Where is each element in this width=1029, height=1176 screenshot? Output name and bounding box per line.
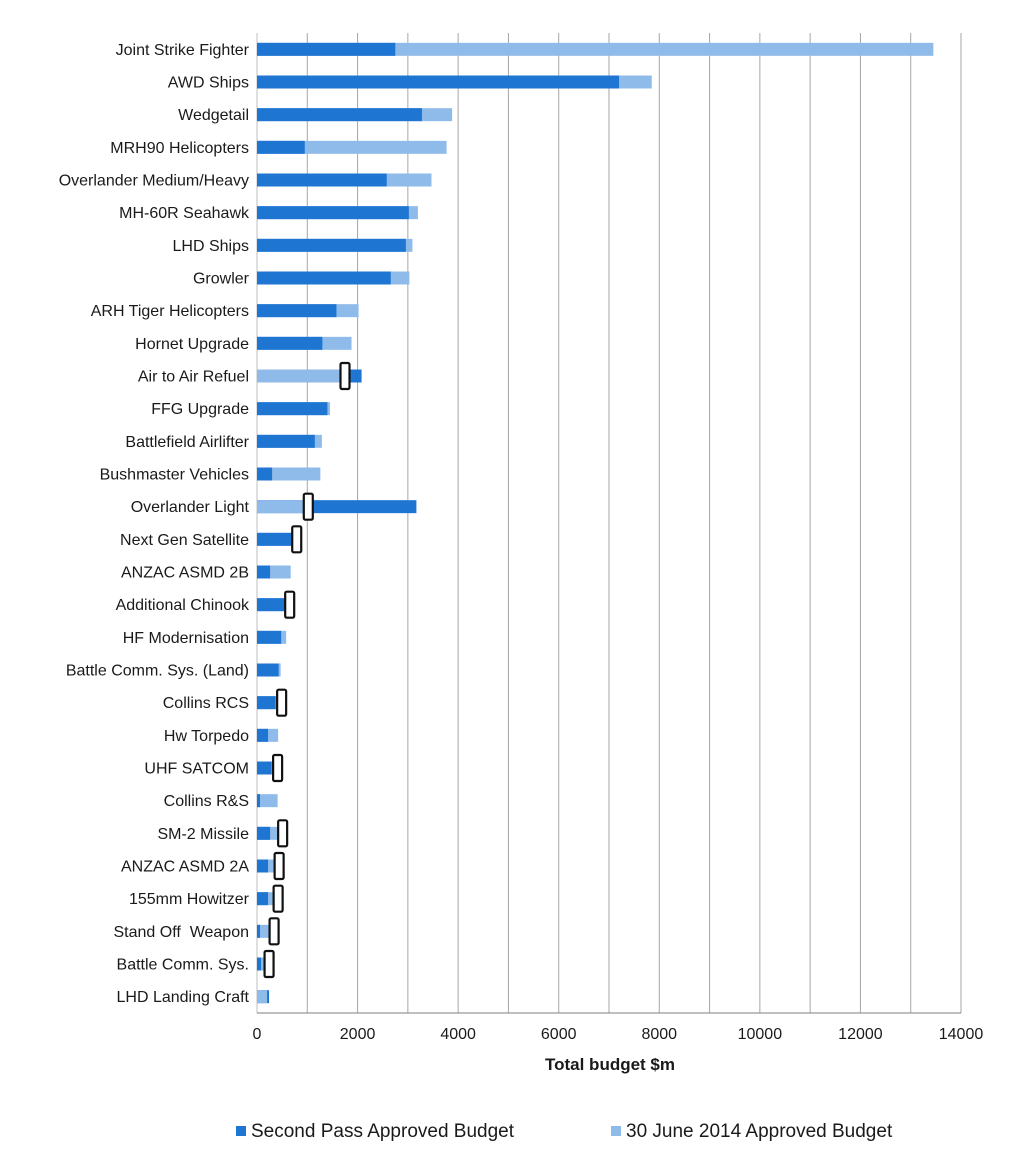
marker-collins-rcs xyxy=(276,688,288,717)
budget-markers xyxy=(263,361,351,979)
bar-second-pass-anzac-asmd-2a xyxy=(257,859,269,873)
category-label-next-gen-satellite: Next Gen Satellite xyxy=(120,532,249,549)
category-label-lhd-ships: LHD Ships xyxy=(173,238,249,255)
bar-june-2014-overlander-light xyxy=(257,500,309,514)
legend: Second Pass Approved Budget 30 June 2014… xyxy=(236,1121,893,1142)
category-label-anzac-asmd-2a: ANZAC ASMD 2A xyxy=(121,859,249,876)
bar-second-pass-bushmaster-vehicles xyxy=(257,467,273,481)
category-label-sm-2-missile: SM-2 Missile xyxy=(157,826,249,843)
marker-air-to-air-refuel xyxy=(339,361,351,391)
bar-second-pass-battlefield-airlifter xyxy=(257,434,315,448)
bar-second-pass-155mm-howitzer xyxy=(257,892,269,906)
legend-swatch-second-pass xyxy=(236,1126,246,1136)
x-tick-label-14000: 14000 xyxy=(939,1026,984,1043)
category-label-growler: Growler xyxy=(193,271,250,288)
bar-second-pass-hw-torpedo xyxy=(257,728,269,742)
x-tick-label-4000: 4000 xyxy=(440,1026,476,1043)
category-label-stand-off-weapon: Stand Off Weapon xyxy=(114,924,250,941)
bar-second-pass-growler xyxy=(257,271,391,285)
bar-second-pass-mrh90-helicopters xyxy=(257,140,305,154)
x-tick-label-12000: 12000 xyxy=(838,1026,883,1043)
category-label-additional-chinook: Additional Chinook xyxy=(116,597,250,614)
category-labels: Joint Strike Fighter AWD Ships Wedgetail MR… xyxy=(59,42,250,1006)
category-label-hw-torpedo: Hw Torpedo xyxy=(164,728,249,745)
category-label-arh-tiger-helicopters: ARH Tiger Helicopters xyxy=(91,303,249,320)
bar-second-pass-hf-modernisation xyxy=(257,630,282,644)
category-label-battle-comm-sys: Battle Comm. Sys. xyxy=(117,957,249,974)
category-label-mrh90-helicopters: MRH90 Helicopters xyxy=(110,140,249,157)
bar-june-2014-lhd-landing-craft xyxy=(257,990,268,1004)
category-label-155mm-howitzer: 155mm Howitzer xyxy=(129,891,250,908)
bar-june-2014-bushmaster-vehicles xyxy=(257,467,321,481)
bar-second-pass-sm-2-missile xyxy=(257,826,271,840)
category-label-joint-strike-fighter: Joint Strike Fighter xyxy=(116,42,250,59)
category-label-overlander-light: Overlander Light xyxy=(131,499,250,516)
marker-stand-off-weapon xyxy=(268,917,280,946)
category-label-awd-ships: AWD Ships xyxy=(168,75,249,92)
marker-next-gen-satellite xyxy=(291,525,303,554)
bar-second-pass-battle-comm-sys xyxy=(257,957,262,971)
category-label-collins-rcs: Collins RCS xyxy=(163,695,249,712)
bar-second-pass-ffg-upgrade xyxy=(257,402,328,416)
category-label-hornet-upgrade: Hornet Upgrade xyxy=(135,336,249,353)
category-label-ffg-upgrade: FFG Upgrade xyxy=(151,401,249,418)
bar-second-pass-uhf-satcom xyxy=(257,761,272,775)
legend-swatch-june-2014 xyxy=(611,1126,621,1136)
bar-second-pass-additional-chinook xyxy=(257,598,286,612)
bar-second-pass-next-gen-satellite xyxy=(257,532,293,546)
category-label-uhf-satcom: UHF SATCOM xyxy=(144,761,249,778)
bar-second-pass-stand-off-weapon xyxy=(257,924,261,938)
bar-second-pass-lhd-ships xyxy=(257,238,406,252)
marker-anzac-asmd-2a xyxy=(273,851,285,881)
bar-second-pass-wedgetail xyxy=(257,108,422,122)
bar-second-pass-arh-tiger-helicopters xyxy=(257,304,337,318)
marker-155mm-howitzer xyxy=(272,884,284,913)
category-label-overlander-medium-heavy: Overlander Medium/Heavy xyxy=(59,173,249,190)
bar-june-2014-air-to-air-refuel xyxy=(257,369,345,383)
x-tick-labels: 0 2000 4000 6000 8000 10000 12000 14000 xyxy=(253,1026,984,1043)
category-label-air-to-air-refuel: Air to Air Refuel xyxy=(138,369,249,386)
bar-second-pass-overlander-medium-heavy xyxy=(257,173,387,187)
legend-label-second-pass: Second Pass Approved Budget xyxy=(251,1121,515,1142)
x-tick-label-8000: 8000 xyxy=(641,1026,677,1043)
bar-second-pass-collins-rcs xyxy=(257,696,276,710)
bar-second-pass-awd-ships xyxy=(257,75,620,89)
category-label-mh-60r-seahawk: MH-60R Seahawk xyxy=(119,205,250,222)
legend-label-june-2014: 30 June 2014 Approved Budget xyxy=(626,1121,893,1142)
x-tick-label-10000: 10000 xyxy=(738,1026,783,1043)
x-tick-label-6000: 6000 xyxy=(541,1026,577,1043)
category-label-wedgetail: Wedgetail xyxy=(178,107,249,124)
marker-uhf-satcom xyxy=(272,753,284,783)
bar-second-pass-anzac-asmd-2b xyxy=(257,565,271,579)
bar-second-pass-battle-comm-sys-land xyxy=(257,663,279,677)
gridlines xyxy=(256,33,962,1013)
marker-sm-2-missile xyxy=(277,819,289,848)
x-axis-title: Total budget $m xyxy=(545,1055,675,1074)
bar-june-2014-collins-r-s xyxy=(257,794,278,808)
category-label-lhd-landing-craft: LHD Landing Craft xyxy=(116,989,249,1006)
bar-june-2014-joint-strike-fighter xyxy=(257,42,934,56)
bar-second-pass-collins-r-s xyxy=(257,794,261,808)
bar-second-pass-mh-60r-seahawk xyxy=(257,206,409,220)
category-label-bushmaster-vehicles: Bushmaster Vehicles xyxy=(100,467,249,484)
bar-second-pass-hornet-upgrade xyxy=(257,336,323,350)
category-label-battle-comm-sys-land: Battle Comm. Sys. (Land) xyxy=(66,663,249,680)
marker-additional-chinook xyxy=(284,590,296,619)
x-tick-label-0: 0 xyxy=(253,1026,262,1043)
marker-overlander-light xyxy=(302,492,314,521)
category-label-anzac-asmd-2b: ANZAC ASMD 2B xyxy=(121,565,249,582)
bar-second-pass-joint-strike-fighter xyxy=(257,42,396,56)
bars xyxy=(257,42,934,1004)
category-label-hf-modernisation: HF Modernisation xyxy=(123,630,249,647)
marker-battle-comm-sys xyxy=(263,949,275,979)
category-label-battlefield-airlifter: Battlefield Airlifter xyxy=(125,434,249,451)
category-label-collins-r-s: Collins R&S xyxy=(164,793,249,810)
x-tick-label-2000: 2000 xyxy=(340,1026,376,1043)
